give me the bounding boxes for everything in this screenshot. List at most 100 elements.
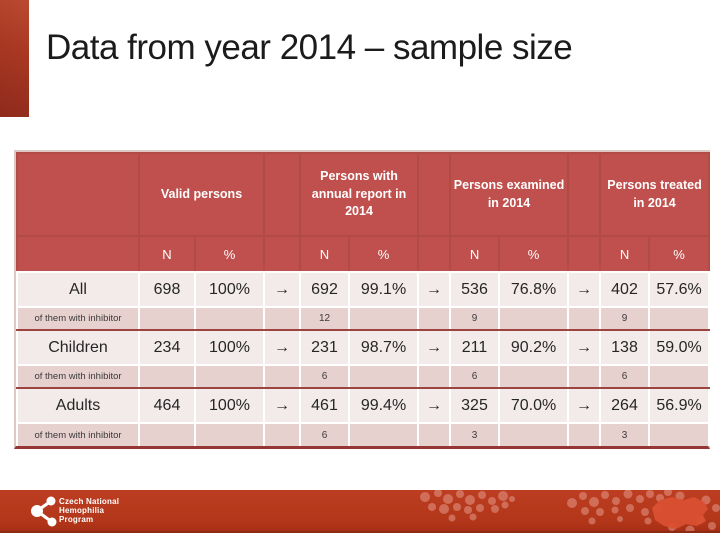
cell-inhibitor-n: 6 (299, 423, 350, 446)
cell-inhibitor-n (138, 423, 196, 446)
inhibitor-label: of them with inhibitor (16, 307, 140, 331)
logo-line-3: Program (59, 515, 94, 524)
cell-empty (263, 423, 301, 446)
cell-n: 461 (299, 388, 350, 424)
czech-map-silhouette (652, 497, 708, 529)
cell-inhibitor-n: 12 (299, 307, 350, 331)
arrow-icon: → (567, 330, 602, 366)
cell-n: 325 (449, 388, 501, 424)
cell-empty (417, 423, 452, 446)
table-header-groups: Valid persons Persons with annual report… (16, 152, 711, 237)
arrow-icon: → (417, 388, 452, 424)
footer-band: Czech National Hemophilia Program (0, 490, 720, 533)
cell-n: 234 (138, 330, 196, 366)
row-label: All (16, 272, 140, 308)
column-group-examined: Persons examined in 2014 (449, 152, 570, 237)
cell-n: 402 (599, 272, 651, 308)
table-row-all-inhibitor: of them with inhibitor 12 9 9 (16, 307, 711, 331)
page-title: Data from year 2014 – sample size (46, 28, 573, 67)
subheader-pct: % (648, 235, 711, 273)
cell-empty (194, 365, 265, 389)
molecule-logo-icon (31, 496, 57, 527)
cell-empty (498, 423, 570, 446)
cell-empty (194, 307, 265, 331)
table-row-adults-inhibitor: of them with inhibitor 6 3 3 (16, 423, 711, 446)
cell-pct: 56.9% (648, 388, 711, 424)
subheader-n: N (599, 235, 651, 273)
cell-empty (498, 307, 570, 331)
cell-empty (263, 307, 301, 331)
cell-empty (648, 307, 711, 331)
header-arrow-spacer (263, 235, 301, 273)
table-row-all: All 698 100% → 692 99.1% → 536 76.8% → 4… (16, 272, 711, 308)
cell-inhibitor-n: 6 (449, 365, 501, 389)
header-stub-cell (16, 235, 140, 273)
sample-size-table: Valid persons Persons with annual report… (14, 150, 711, 449)
cell-inhibitor-n (138, 307, 196, 331)
cell-empty (347, 307, 420, 331)
arrow-icon: → (417, 330, 452, 366)
cell-empty (648, 423, 711, 446)
cell-n: 264 (599, 388, 651, 424)
cell-empty (567, 423, 602, 446)
accent-bar (0, 0, 29, 117)
subheader-n: N (449, 235, 501, 273)
cell-n: 698 (138, 272, 196, 308)
header-arrow-spacer (417, 235, 452, 273)
arrow-icon: → (263, 388, 301, 424)
row-label: Adults (16, 388, 140, 424)
row-label: Children (16, 330, 140, 366)
cell-n: 692 (299, 272, 350, 308)
header-arrow-spacer (567, 152, 602, 237)
column-group-treated: Persons treated in 2014 (599, 152, 711, 237)
header-arrow-spacer (417, 152, 452, 237)
subheader-n: N (299, 235, 350, 273)
cell-pct: 99.4% (347, 388, 420, 424)
cell-pct: 76.8% (498, 272, 570, 308)
arrow-icon: → (263, 330, 301, 366)
cell-n: 138 (599, 330, 651, 366)
cell-empty (567, 307, 602, 331)
column-group-valid-persons: Valid persons (138, 152, 265, 237)
cell-empty (417, 307, 452, 331)
cell-n: 464 (138, 388, 196, 424)
table-row-adults: Adults 464 100% → 461 99.4% → 325 70.0% … (16, 388, 711, 424)
cell-pct: 100% (194, 388, 265, 424)
header-stub-cell (16, 152, 140, 237)
table-row-children: Children 234 100% → 231 98.7% → 211 90.2… (16, 330, 711, 366)
cell-n: 231 (299, 330, 350, 366)
molecule-dots-decoration (420, 490, 720, 531)
inhibitor-label: of them with inhibitor (16, 423, 140, 446)
column-group-annual-report: Persons with annual report in 2014 (298, 152, 420, 237)
program-logo: Czech National Hemophilia Program (30, 495, 230, 529)
cell-inhibitor-n (138, 365, 196, 389)
logo-text: Czech National Hemophilia Program (59, 497, 119, 524)
arrow-icon: → (567, 388, 602, 424)
subheader-pct: % (347, 235, 420, 273)
cell-n: 536 (449, 272, 501, 308)
cell-inhibitor-n: 3 (449, 423, 501, 446)
cell-empty (194, 423, 265, 446)
cell-empty (347, 365, 420, 389)
cell-empty (347, 423, 420, 446)
cell-inhibitor-n: 9 (599, 307, 651, 331)
inhibitor-label: of them with inhibitor (16, 365, 140, 389)
cell-pct: 90.2% (498, 330, 570, 366)
arrow-icon: → (263, 272, 301, 308)
logo-line-2: Hemophilia (59, 506, 105, 515)
subheader-pct: % (194, 235, 265, 273)
cell-inhibitor-n: 9 (449, 307, 501, 331)
cell-empty (263, 365, 301, 389)
cell-pct: 98.7% (347, 330, 420, 366)
cell-pct: 100% (194, 272, 265, 308)
cell-empty (567, 365, 602, 389)
logo-line-1: Czech National (59, 497, 120, 506)
cell-empty (498, 365, 570, 389)
table-header-subcolumns: N % N % N % N % (16, 235, 711, 273)
subheader-n: N (138, 235, 196, 273)
cell-empty (648, 365, 711, 389)
cell-pct: 70.0% (498, 388, 570, 424)
subheader-pct: % (498, 235, 570, 273)
cell-inhibitor-n: 6 (599, 365, 651, 389)
